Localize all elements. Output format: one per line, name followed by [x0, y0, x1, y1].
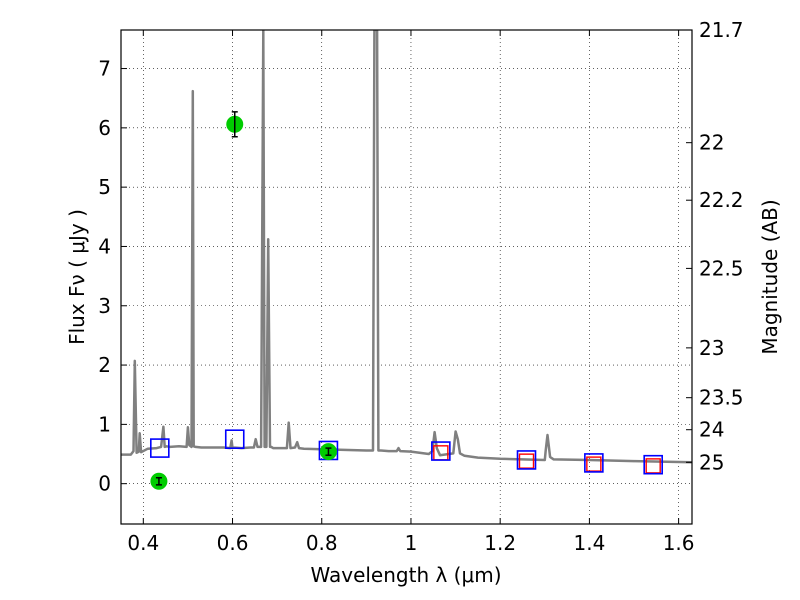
spectrum-line	[121, 30, 692, 464]
plot-data	[121, 30, 692, 490]
y-tick-label: 6	[98, 116, 111, 140]
red-square-marker	[645, 458, 661, 474]
y-tick-label: 3	[98, 294, 111, 318]
y2-tick-label: 25	[699, 450, 724, 474]
y-tick-label: 0	[98, 472, 111, 496]
blue-square-marker	[584, 453, 604, 473]
y2-tick-label: 23	[699, 336, 724, 360]
y2-tick-label: 23.5	[699, 386, 744, 410]
x-tick-label: 0.4	[127, 531, 159, 555]
y-tick-label: 1	[98, 412, 111, 436]
y2-tick-label: 22.2	[699, 188, 744, 212]
y2-tick-label: 22	[699, 131, 724, 155]
y2-tick-label: 21.7	[699, 18, 744, 42]
y-tick-label: 4	[98, 234, 111, 258]
red-square-marker	[518, 453, 535, 469]
blue-square-marker	[516, 450, 537, 470]
y-tick-label: 5	[98, 175, 111, 199]
x-tick-label: 1.4	[573, 531, 605, 555]
plot-frame	[120, 29, 693, 525]
x-axis-label: Wavelength λ (μm)	[310, 563, 501, 587]
red-square-marker	[586, 456, 602, 472]
x-tick-label: 0.8	[306, 531, 338, 555]
axis-ticks: 0.4 0.6 0.8 1 1.2 1.4 1.60123456721.72222.222.…	[98, 18, 743, 555]
y2-tick-label: 24	[699, 418, 724, 442]
blue-square-marker	[431, 441, 451, 461]
blue-square-marker	[643, 454, 663, 475]
y-axis-label: Flux Fν ( μJy )	[65, 209, 89, 345]
x-tick-label: 1.2	[484, 531, 516, 555]
y2-axis-label: Magnitude (AB)	[758, 199, 782, 354]
y2-tick-label: 22.5	[699, 256, 744, 280]
x-tick-label: 1.6	[663, 531, 695, 555]
x-tick-label: 1	[405, 531, 418, 555]
x-tick-label: 0.6	[217, 531, 249, 555]
blue-square-marker	[224, 429, 245, 449]
y-tick-label: 7	[98, 57, 111, 81]
y-tick-label: 2	[98, 353, 111, 377]
blue-square-marker	[150, 438, 170, 458]
